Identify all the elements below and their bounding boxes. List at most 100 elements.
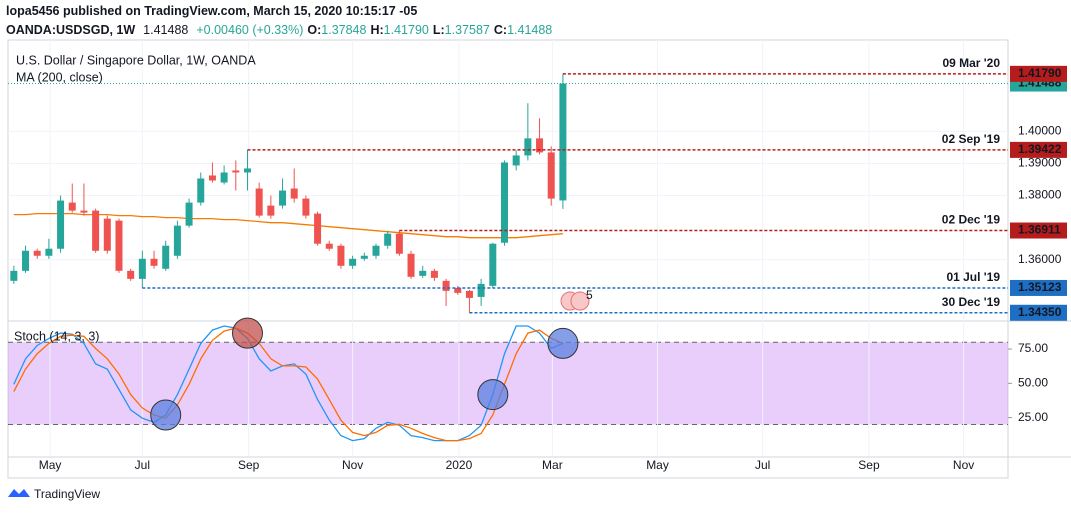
ohlc-value: 1.37587: [445, 23, 490, 37]
candle-body: [185, 202, 193, 226]
candle-body: [524, 138, 532, 156]
brand: TradingView: [34, 487, 100, 501]
ohlc-label: C:: [494, 23, 507, 37]
candle-body: [232, 170, 240, 173]
candle-body: [559, 83, 567, 201]
x-tick-label: Jul: [135, 458, 150, 472]
candle-body: [197, 178, 205, 203]
candle-body: [536, 138, 544, 153]
event-flag: 5: [560, 288, 593, 311]
ohlc-value: 1.41488: [507, 23, 552, 37]
ohlc-label: L:: [433, 23, 445, 37]
ma-line: [13, 212, 563, 239]
candle-body: [290, 188, 298, 199]
y-tick-label: 1.40000: [1018, 124, 1062, 138]
candle-body: [512, 155, 520, 166]
candle-body: [220, 172, 228, 183]
y-tick-label: 75.00: [1018, 341, 1048, 355]
stoch-line: [13, 327, 564, 442]
candle-body: [349, 258, 357, 266]
ohlc-value: 1.41790: [384, 23, 429, 37]
candle-body: [454, 287, 462, 293]
ohlc-value: 1.37848: [321, 23, 366, 37]
candle-body: [279, 190, 287, 206]
candle-body: [92, 210, 100, 251]
x-tick-label: Jul: [755, 458, 770, 472]
candle-body: [57, 200, 65, 249]
level-name: 09 Mar '20: [942, 56, 1000, 70]
level-box: [1010, 304, 1067, 321]
change: +0.00460 (+0.33%): [196, 23, 303, 37]
candle-body: [372, 245, 380, 256]
candle-body: [547, 152, 555, 199]
candle-body: [115, 220, 123, 271]
plot-frame: [7, 39, 1009, 479]
y-tick-label: 1.38000: [1018, 188, 1062, 202]
level-label: 1.35123: [1018, 280, 1062, 294]
candle-body: [430, 270, 438, 278]
event-icon: [570, 291, 590, 311]
candle-body: [45, 248, 53, 256]
candle-body: [360, 255, 368, 259]
published-line: lopa5456 published on TradingView.com, M…: [6, 4, 417, 18]
candle-body: [10, 270, 18, 281]
level-box: [1010, 141, 1067, 158]
level-label: 1.34350: [1018, 305, 1062, 319]
x-tick-label: May: [646, 458, 669, 472]
level-name: 30 Dec '19: [942, 295, 1001, 309]
candle-body: [419, 270, 427, 276]
stoch-line: [13, 325, 564, 442]
candle-body: [302, 198, 310, 216]
x-tick-label: Sep: [858, 458, 880, 472]
candle-body: [150, 258, 158, 266]
level-name: 01 Jul '19: [946, 270, 1000, 284]
candle-body: [255, 188, 263, 216]
candle-body: [138, 258, 146, 279]
candle-body: [243, 168, 251, 173]
candle-body: [68, 202, 76, 211]
x-tick-label: Nov: [342, 458, 363, 472]
candle-body: [33, 250, 41, 256]
y-tick-label: 1.36000: [1018, 252, 1062, 266]
level-label: 1.41790: [1018, 66, 1062, 80]
candle-body: [80, 210, 88, 213]
y-tick-label: 1.39000: [1018, 156, 1062, 170]
candle-body: [337, 245, 345, 266]
level-label: 1.36911: [1018, 223, 1061, 237]
x-tick-label: 2020: [446, 458, 473, 472]
ohlc-label: H:: [370, 23, 383, 37]
quote-line: OANDA:USDSGD, 1W 1.41488 +0.00460 (+0.33%)…: [6, 23, 552, 37]
x-tick-label: May: [39, 458, 62, 472]
highlight-circle: [231, 317, 263, 349]
candle-body: [477, 283, 485, 297]
symbol: OANDA:USDSGD, 1W: [6, 23, 135, 37]
candle-body: [22, 250, 30, 271]
level-name: 02 Dec '19: [942, 213, 1001, 227]
candle-body: [465, 290, 473, 298]
published: lopa5456 published on TradingView.com, M…: [6, 4, 417, 18]
highlight-circle: [477, 379, 509, 411]
candle-body: [442, 280, 450, 291]
candle-body: [103, 218, 111, 251]
stoch-title: Stoch (14, 3, 3): [14, 329, 99, 343]
indicator-title: MA (200, close): [16, 70, 103, 84]
x-tick-label: Sep: [238, 458, 260, 472]
event-count: 5: [586, 288, 593, 302]
level-label: 1.39422: [1018, 142, 1062, 156]
price: 1.41488: [143, 23, 188, 37]
candle-body: [395, 233, 403, 254]
candle-body: [325, 243, 333, 249]
logo: [8, 489, 30, 497]
candle-body: [173, 225, 181, 256]
highlight-circle: [547, 327, 579, 359]
level-box: [1010, 279, 1067, 296]
candle-body: [208, 175, 216, 181]
plot: 25.00 50.00 75.00 May Jul Sep Nov 2020 Mar May Jul…: [8, 40, 1067, 472]
y-tick-label: 25.00: [1018, 410, 1048, 424]
x-tick-label: Nov: [953, 458, 974, 472]
level-name: 02 Sep '19: [942, 132, 1001, 146]
candle-body: [489, 243, 497, 286]
candle-body: [500, 162, 508, 243]
level-box: [1010, 222, 1067, 239]
